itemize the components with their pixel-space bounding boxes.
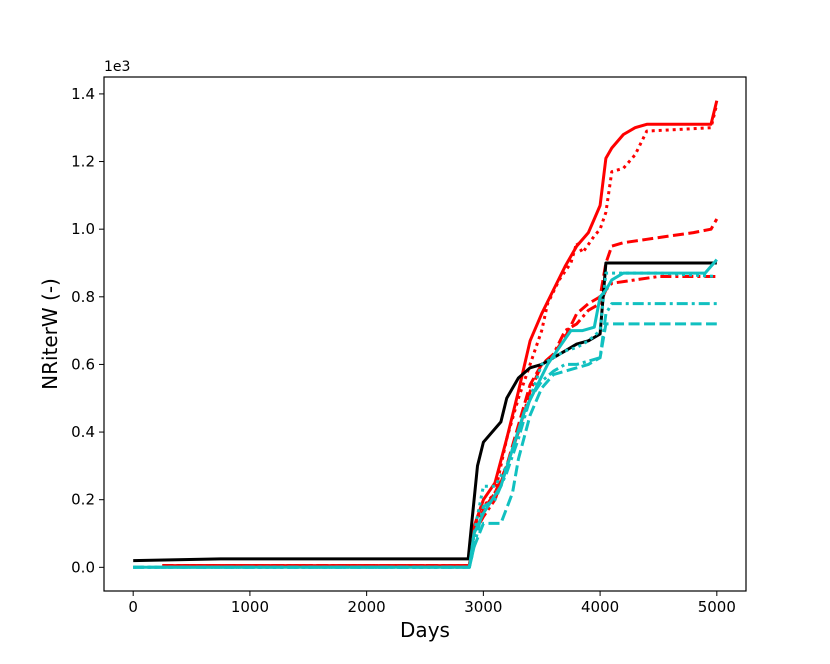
- y-tick-label: 1.2: [71, 153, 95, 171]
- y-tick-label: 1.4: [71, 85, 95, 103]
- y-tick-label: 0.8: [71, 288, 95, 306]
- x-tick-label: 5000: [698, 598, 736, 616]
- series-line: [162, 218, 719, 568]
- y-tick-label: 0.0: [71, 558, 95, 576]
- series-line: [133, 322, 717, 569]
- x-tick-label: 3000: [464, 598, 502, 616]
- x-axis: 0 1000 2000 3000 4000 5000: [128, 591, 736, 616]
- x-tick-label: 0: [128, 598, 138, 616]
- series-line: [133, 271, 717, 569]
- y-tick-label: 0.2: [71, 491, 95, 509]
- y-tick-label: 1.0: [71, 220, 95, 238]
- series-line: [162, 275, 717, 568]
- y-tick-label: 0.6: [71, 355, 95, 373]
- series-line: [162, 100, 719, 568]
- plot-area: [133, 100, 719, 569]
- x-tick-label: 1000: [231, 598, 269, 616]
- series-line: [133, 258, 718, 569]
- series-line: [162, 103, 719, 568]
- x-tick-label: 2000: [348, 598, 386, 616]
- y-axis-label: NRiterW (-): [38, 278, 62, 390]
- y-offset-label: 1e3: [104, 59, 130, 75]
- x-axis-label: Days: [400, 618, 450, 642]
- series-line: [133, 261, 717, 563]
- y-axis: 0.0 0.2 0.4 0.6 0.8 1.0 1.2 1.4: [71, 85, 104, 576]
- y-tick-label: 0.4: [71, 423, 95, 441]
- series-line: [133, 302, 717, 569]
- x-tick-label: 4000: [581, 598, 619, 616]
- axes-frame: [103, 76, 747, 592]
